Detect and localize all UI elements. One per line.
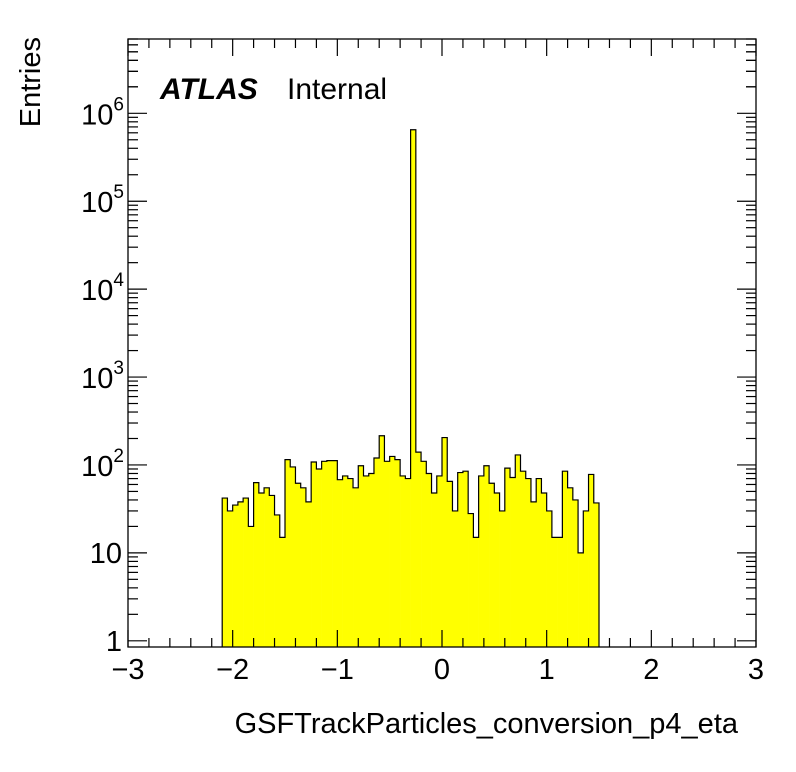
histogram-bar	[290, 466, 296, 647]
y-tick-label: 1	[106, 626, 122, 658]
x-tick-label: −2	[216, 654, 249, 686]
histogram-bar	[285, 459, 291, 647]
axes	[127, 38, 757, 648]
x-tick-label: −3	[111, 654, 144, 686]
histogram-bar	[462, 471, 469, 647]
histogram-bar	[578, 552, 584, 647]
histogram-bar	[337, 479, 343, 647]
histogram-outline	[221, 129, 600, 647]
histogram-bar	[347, 478, 354, 647]
histogram-bar	[515, 454, 521, 647]
histogram-bar	[279, 537, 286, 647]
x-tick-label: 1	[539, 654, 555, 686]
histogram-bar	[326, 460, 333, 647]
x-tick-label: 0	[434, 654, 450, 686]
y-tick-label: 106	[81, 94, 124, 131]
histogram-bar	[499, 510, 506, 647]
histogram-bars	[222, 129, 600, 647]
histogram-bar	[494, 492, 500, 647]
histogram-bar	[483, 465, 490, 647]
histogram-bar	[520, 471, 527, 647]
histogram-bar	[593, 502, 600, 647]
histogram-bar	[373, 458, 380, 647]
histogram-bar	[305, 501, 312, 647]
histogram-bar	[567, 487, 574, 647]
histogram-bar	[415, 452, 422, 647]
histogram-bar	[405, 478, 411, 647]
histogram-bar	[421, 461, 427, 647]
histogram-bar	[489, 483, 495, 647]
histogram-bar	[473, 537, 479, 647]
histogram-bar	[546, 510, 553, 647]
y-tick-label: 102	[81, 446, 124, 483]
histogram-bar	[300, 487, 307, 647]
histogram-bar	[572, 499, 579, 647]
histogram-bar	[400, 475, 406, 647]
histogram-bar	[332, 460, 338, 647]
y-tick-labels: 1 10 102 103 104 105 106	[81, 94, 124, 657]
histogram-bar	[264, 487, 270, 647]
histogram-bar	[222, 498, 228, 647]
histogram-bar	[457, 472, 464, 647]
histogram-bar	[321, 461, 328, 647]
histogram-bar	[358, 465, 364, 647]
y-tick-label: 104	[81, 270, 124, 307]
histogram-bar	[342, 475, 349, 647]
histogram-bar	[530, 501, 537, 647]
histogram-bar	[227, 510, 233, 647]
x-tick-label: 3	[748, 654, 764, 686]
histogram-bar	[410, 129, 417, 647]
histogram-bar	[363, 475, 370, 647]
histogram-bar	[311, 462, 317, 647]
histogram-bar	[384, 461, 390, 647]
histogram-bar	[557, 537, 563, 647]
histogram-bar	[431, 492, 438, 647]
histogram-bar	[243, 498, 249, 647]
atlas-label: ATLAS	[159, 73, 258, 106]
histogram-bar	[379, 435, 385, 647]
histogram-bar	[562, 471, 568, 647]
histogram-bar	[583, 510, 589, 647]
histogram-bar	[426, 473, 432, 647]
histogram-bar	[510, 477, 516, 647]
histogram-bar	[253, 482, 260, 647]
histogram-bar	[368, 473, 375, 647]
histogram-bar	[447, 481, 453, 647]
histogram-bar	[274, 514, 281, 647]
histogram-bar	[295, 483, 301, 647]
y-tick-label: 103	[81, 358, 124, 395]
histogram-bar	[551, 537, 558, 647]
histogram-bar	[232, 505, 239, 647]
histogram-bar	[536, 478, 542, 647]
histogram-bar	[389, 456, 396, 647]
x-tick-label: −1	[321, 654, 354, 686]
histogram-bar	[541, 492, 547, 647]
histogram-bar	[353, 487, 359, 647]
y-tick-label: 105	[81, 182, 124, 219]
histogram-bar	[394, 459, 401, 647]
internal-label: Internal	[287, 73, 387, 106]
histogram-bar	[237, 501, 244, 647]
histogram-bar	[525, 478, 532, 647]
histogram-bar	[436, 475, 443, 647]
x-tick-labels: −3 −2 −1 0 1 2 3	[111, 654, 764, 686]
histogram-bar	[269, 495, 275, 647]
histogram-bar	[452, 510, 458, 647]
histogram-bar	[478, 475, 485, 647]
histogram-bar	[258, 492, 265, 647]
histogram-bar	[588, 474, 595, 647]
x-axis-label: GSFTrackParticles_conversion_p4_eta	[235, 708, 739, 740]
histogram-bar	[442, 437, 448, 647]
y-axis-label: Entries	[15, 37, 47, 127]
histogram-bar	[504, 468, 511, 647]
x-tick-label: 2	[643, 654, 659, 686]
y-tick-label: 10	[90, 538, 122, 570]
histogram-bar	[248, 526, 254, 647]
histogram-bar	[316, 468, 322, 647]
histogram-bar	[468, 513, 474, 647]
